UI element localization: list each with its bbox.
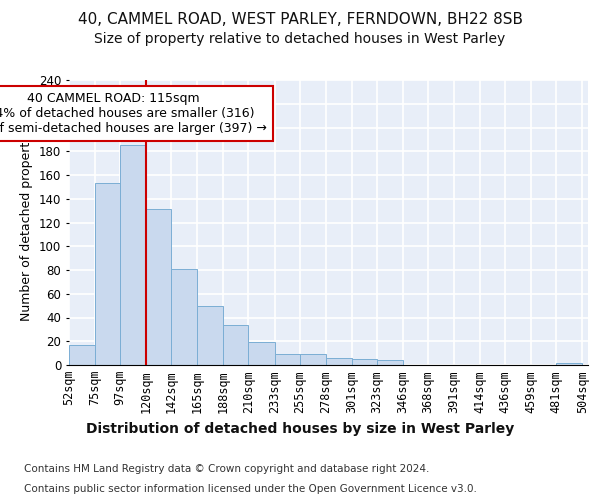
Y-axis label: Number of detached properties: Number of detached properties [20, 124, 34, 321]
Bar [556, 362, 583, 365]
Text: Distribution of detached houses by size in West Parley: Distribution of detached houses by size … [86, 422, 514, 436]
Bar [171, 269, 197, 365]
Text: 40, CAMMEL ROAD, WEST PARLEY, FERNDOWN, BH22 8SB: 40, CAMMEL ROAD, WEST PARLEY, FERNDOWN, … [77, 12, 523, 28]
Bar [146, 210, 171, 365]
Bar [95, 184, 120, 365]
Bar [248, 342, 275, 365]
Text: Size of property relative to detached houses in West Parley: Size of property relative to detached ho… [94, 32, 506, 46]
Bar [352, 359, 377, 365]
Bar [377, 360, 403, 365]
Bar [223, 324, 248, 365]
Bar [299, 354, 326, 365]
Text: Contains public sector information licensed under the Open Government Licence v3: Contains public sector information licen… [24, 484, 477, 494]
Bar [197, 306, 223, 365]
Text: Contains HM Land Registry data © Crown copyright and database right 2024.: Contains HM Land Registry data © Crown c… [24, 464, 430, 474]
Bar [326, 358, 352, 365]
Bar [120, 146, 146, 365]
Bar [275, 354, 299, 365]
Text: 40 CAMMEL ROAD: 115sqm
← 44% of detached houses are smaller (316)
56% of semi-de: 40 CAMMEL ROAD: 115sqm ← 44% of detached… [0, 92, 267, 135]
Bar [69, 345, 95, 365]
